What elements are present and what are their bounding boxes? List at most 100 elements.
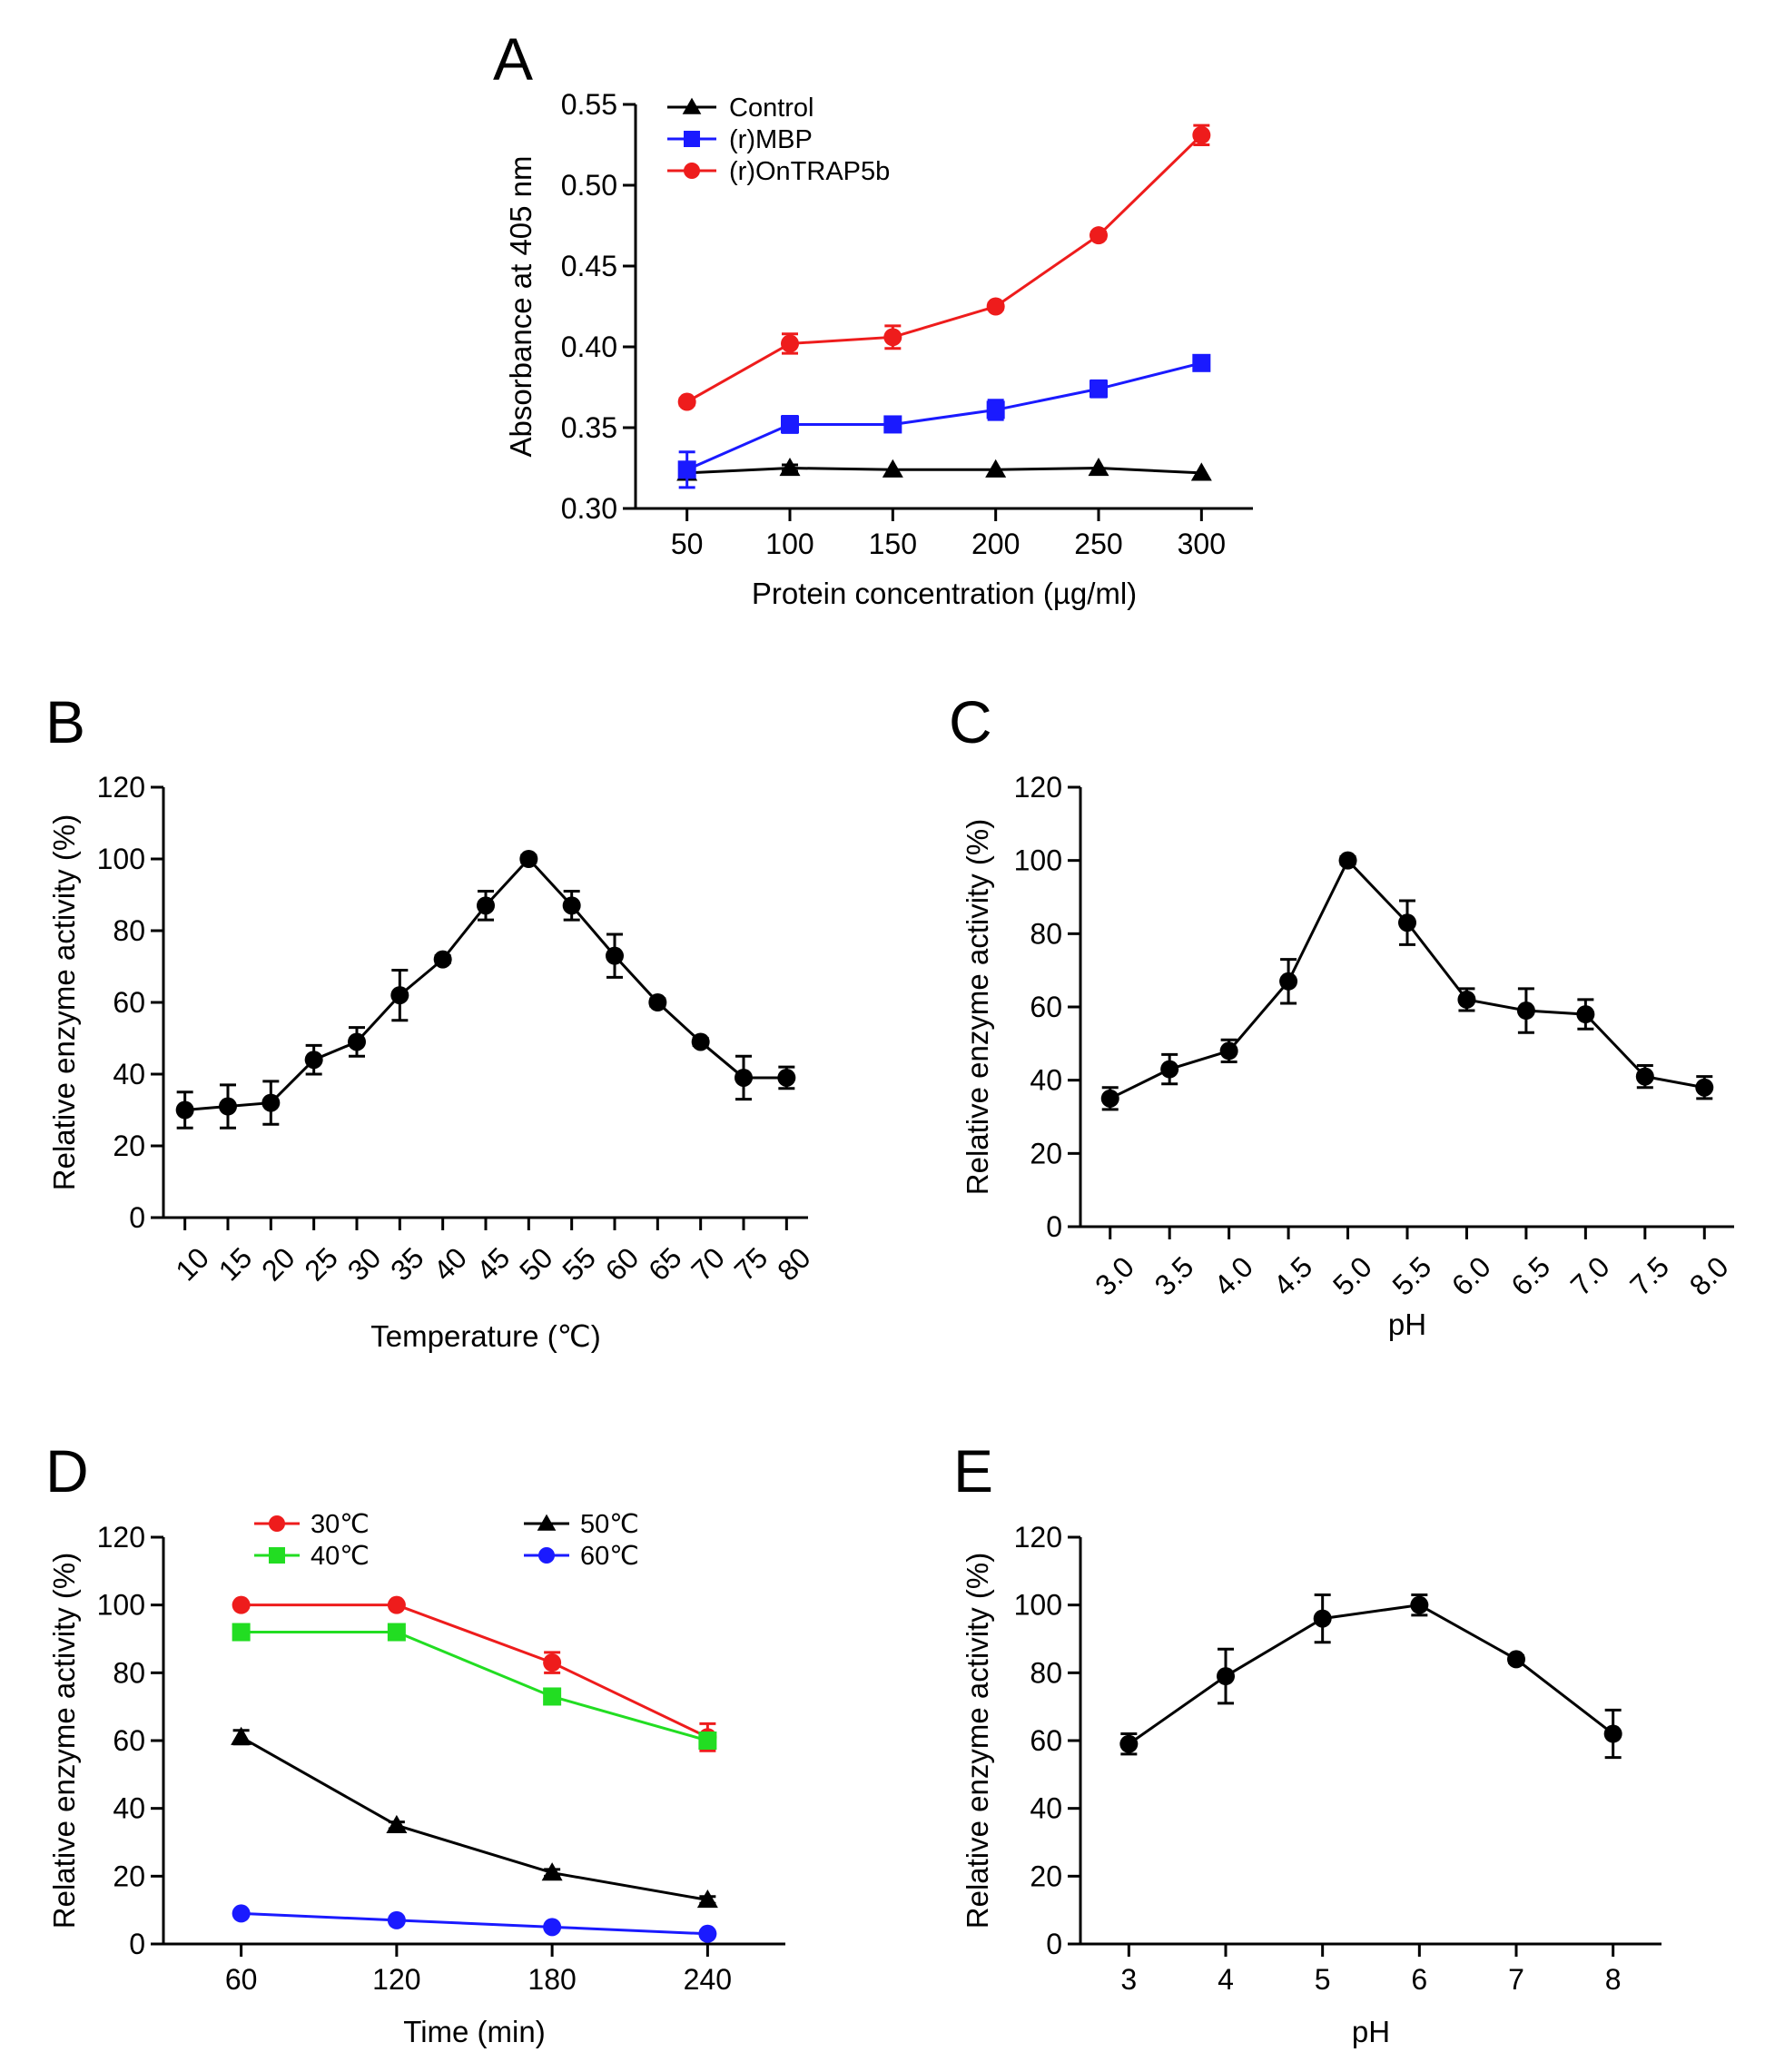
series-1 <box>677 353 1211 489</box>
legend-marker <box>269 1515 285 1532</box>
x-tick-label: 150 <box>869 528 917 560</box>
x-tick-label: 55 <box>556 1241 602 1288</box>
y-tick-label: 20 <box>113 1860 145 1892</box>
legend-item: (r)OnTRAP5b <box>667 157 890 186</box>
data-point <box>882 459 903 478</box>
chart-panel-b: B020406080100120101520253035404550556065… <box>45 688 817 1353</box>
y-tick-label: 0.50 <box>561 169 617 202</box>
data-point <box>304 1051 323 1070</box>
data-point <box>1576 1005 1595 1024</box>
data-point <box>779 458 801 477</box>
x-tick-label: 250 <box>1074 528 1122 560</box>
y-tick-label: 60 <box>1030 991 1062 1023</box>
data-point <box>348 1032 366 1051</box>
series-line <box>685 133 1203 403</box>
data-point <box>691 1032 710 1051</box>
panel-letter: B <box>45 688 85 755</box>
data-point <box>698 1732 717 1750</box>
chart-panel-a: A 0.30 0.35 0.40 0.45 0.50 0.55 50 100 150 200 250 3… <box>493 25 1253 610</box>
x-axis-label: Protein concentration (µg/ml) <box>752 577 1137 610</box>
x-tick-label: 4.5 <box>1267 1250 1319 1302</box>
legend-marker <box>684 163 700 179</box>
data-point <box>985 459 1007 478</box>
data-point <box>1190 462 1212 481</box>
x-tick-label: 6.0 <box>1445 1250 1497 1302</box>
data-point <box>219 1097 237 1116</box>
x-tick-label: 180 <box>528 1963 576 1996</box>
series-line <box>241 1631 708 1742</box>
x-tick-label: 50 <box>513 1241 559 1288</box>
x-tick-label: 7.0 <box>1564 1250 1616 1302</box>
x-tick-label: 60 <box>225 1963 258 1996</box>
x-tick-label: 25 <box>298 1241 344 1288</box>
x-axis-label: pH <box>1388 1307 1426 1341</box>
panel-letter: E <box>953 1437 993 1505</box>
x-tick-label: 3 <box>1120 1963 1137 1996</box>
data-point <box>232 1623 251 1642</box>
y-tick-label: 40 <box>113 1058 145 1090</box>
x-tick-label: 200 <box>971 528 1020 560</box>
x-tick-label: 80 <box>771 1241 817 1288</box>
series-line <box>241 1911 708 1936</box>
data-point <box>175 1100 194 1120</box>
x-tick-label: 3.5 <box>1149 1250 1200 1302</box>
series-0 <box>175 850 796 1130</box>
data-point <box>1119 1734 1139 1753</box>
series-0 <box>232 1595 717 1752</box>
series-0 <box>1119 1593 1622 1760</box>
data-point <box>1192 125 1211 144</box>
legend-marker <box>682 97 702 114</box>
y-tick-label: 100 <box>1014 1589 1062 1622</box>
data-point <box>1090 380 1108 399</box>
y-tick-label: 20 <box>1030 1137 1062 1169</box>
legend-label: 40℃ <box>311 1542 370 1571</box>
x-tick-label: 35 <box>384 1241 430 1288</box>
data-point <box>1635 1067 1654 1086</box>
data-point <box>1217 1667 1235 1686</box>
data-point <box>387 1623 406 1642</box>
legend-label: 30℃ <box>311 1510 370 1539</box>
data-point <box>386 1814 408 1833</box>
data-point <box>1516 1001 1535 1021</box>
series-line <box>686 466 1202 475</box>
y-tick-label: 80 <box>1030 917 1062 950</box>
x-tick-label: 8.0 <box>1683 1250 1735 1302</box>
data-point <box>696 1889 718 1909</box>
x-tick-label: 7.5 <box>1623 1250 1675 1302</box>
legend-item: (r)MBP <box>667 125 813 154</box>
data-point <box>231 1726 252 1745</box>
legend-marker <box>537 1514 557 1531</box>
x-tick-label: 4 <box>1218 1963 1234 1996</box>
x-tick-label: 6 <box>1411 1963 1427 1996</box>
data-point <box>648 993 667 1011</box>
data-point <box>606 946 624 965</box>
x-tick-label: 7 <box>1508 1963 1524 1996</box>
data-point <box>986 297 1005 316</box>
x-tick-label: 5.0 <box>1326 1250 1378 1302</box>
data-point <box>232 1904 251 1923</box>
y-tick-label: 20 <box>113 1130 145 1162</box>
data-point <box>1219 1041 1238 1061</box>
y-tick-label: 100 <box>97 843 145 875</box>
series-0 <box>1100 851 1714 1111</box>
data-point <box>677 460 696 479</box>
y-tick-label: 60 <box>113 1724 145 1757</box>
y-tick-label: 120 <box>97 1521 145 1554</box>
legend-marker <box>684 131 700 147</box>
data-point <box>781 415 799 434</box>
y-tick-label: 0.30 <box>561 492 617 525</box>
x-tick-label: 75 <box>728 1241 774 1288</box>
x-axis-label: Temperature (℃) <box>370 1319 600 1353</box>
y-axis-label: Relative enzyme activity (%) <box>47 1553 81 1929</box>
legend-marker <box>269 1547 285 1564</box>
data-point <box>777 1068 796 1087</box>
data-point <box>433 950 452 969</box>
data-point <box>1507 1650 1525 1669</box>
series-2 <box>231 1726 718 1909</box>
y-tick-label: 0.55 <box>561 88 617 121</box>
data-point <box>883 328 902 347</box>
x-tick-label: 40 <box>427 1241 473 1288</box>
x-tick-label: 60 <box>599 1241 646 1288</box>
y-tick-label: 120 <box>1014 771 1062 804</box>
y-tick-label: 0.45 <box>561 250 617 282</box>
